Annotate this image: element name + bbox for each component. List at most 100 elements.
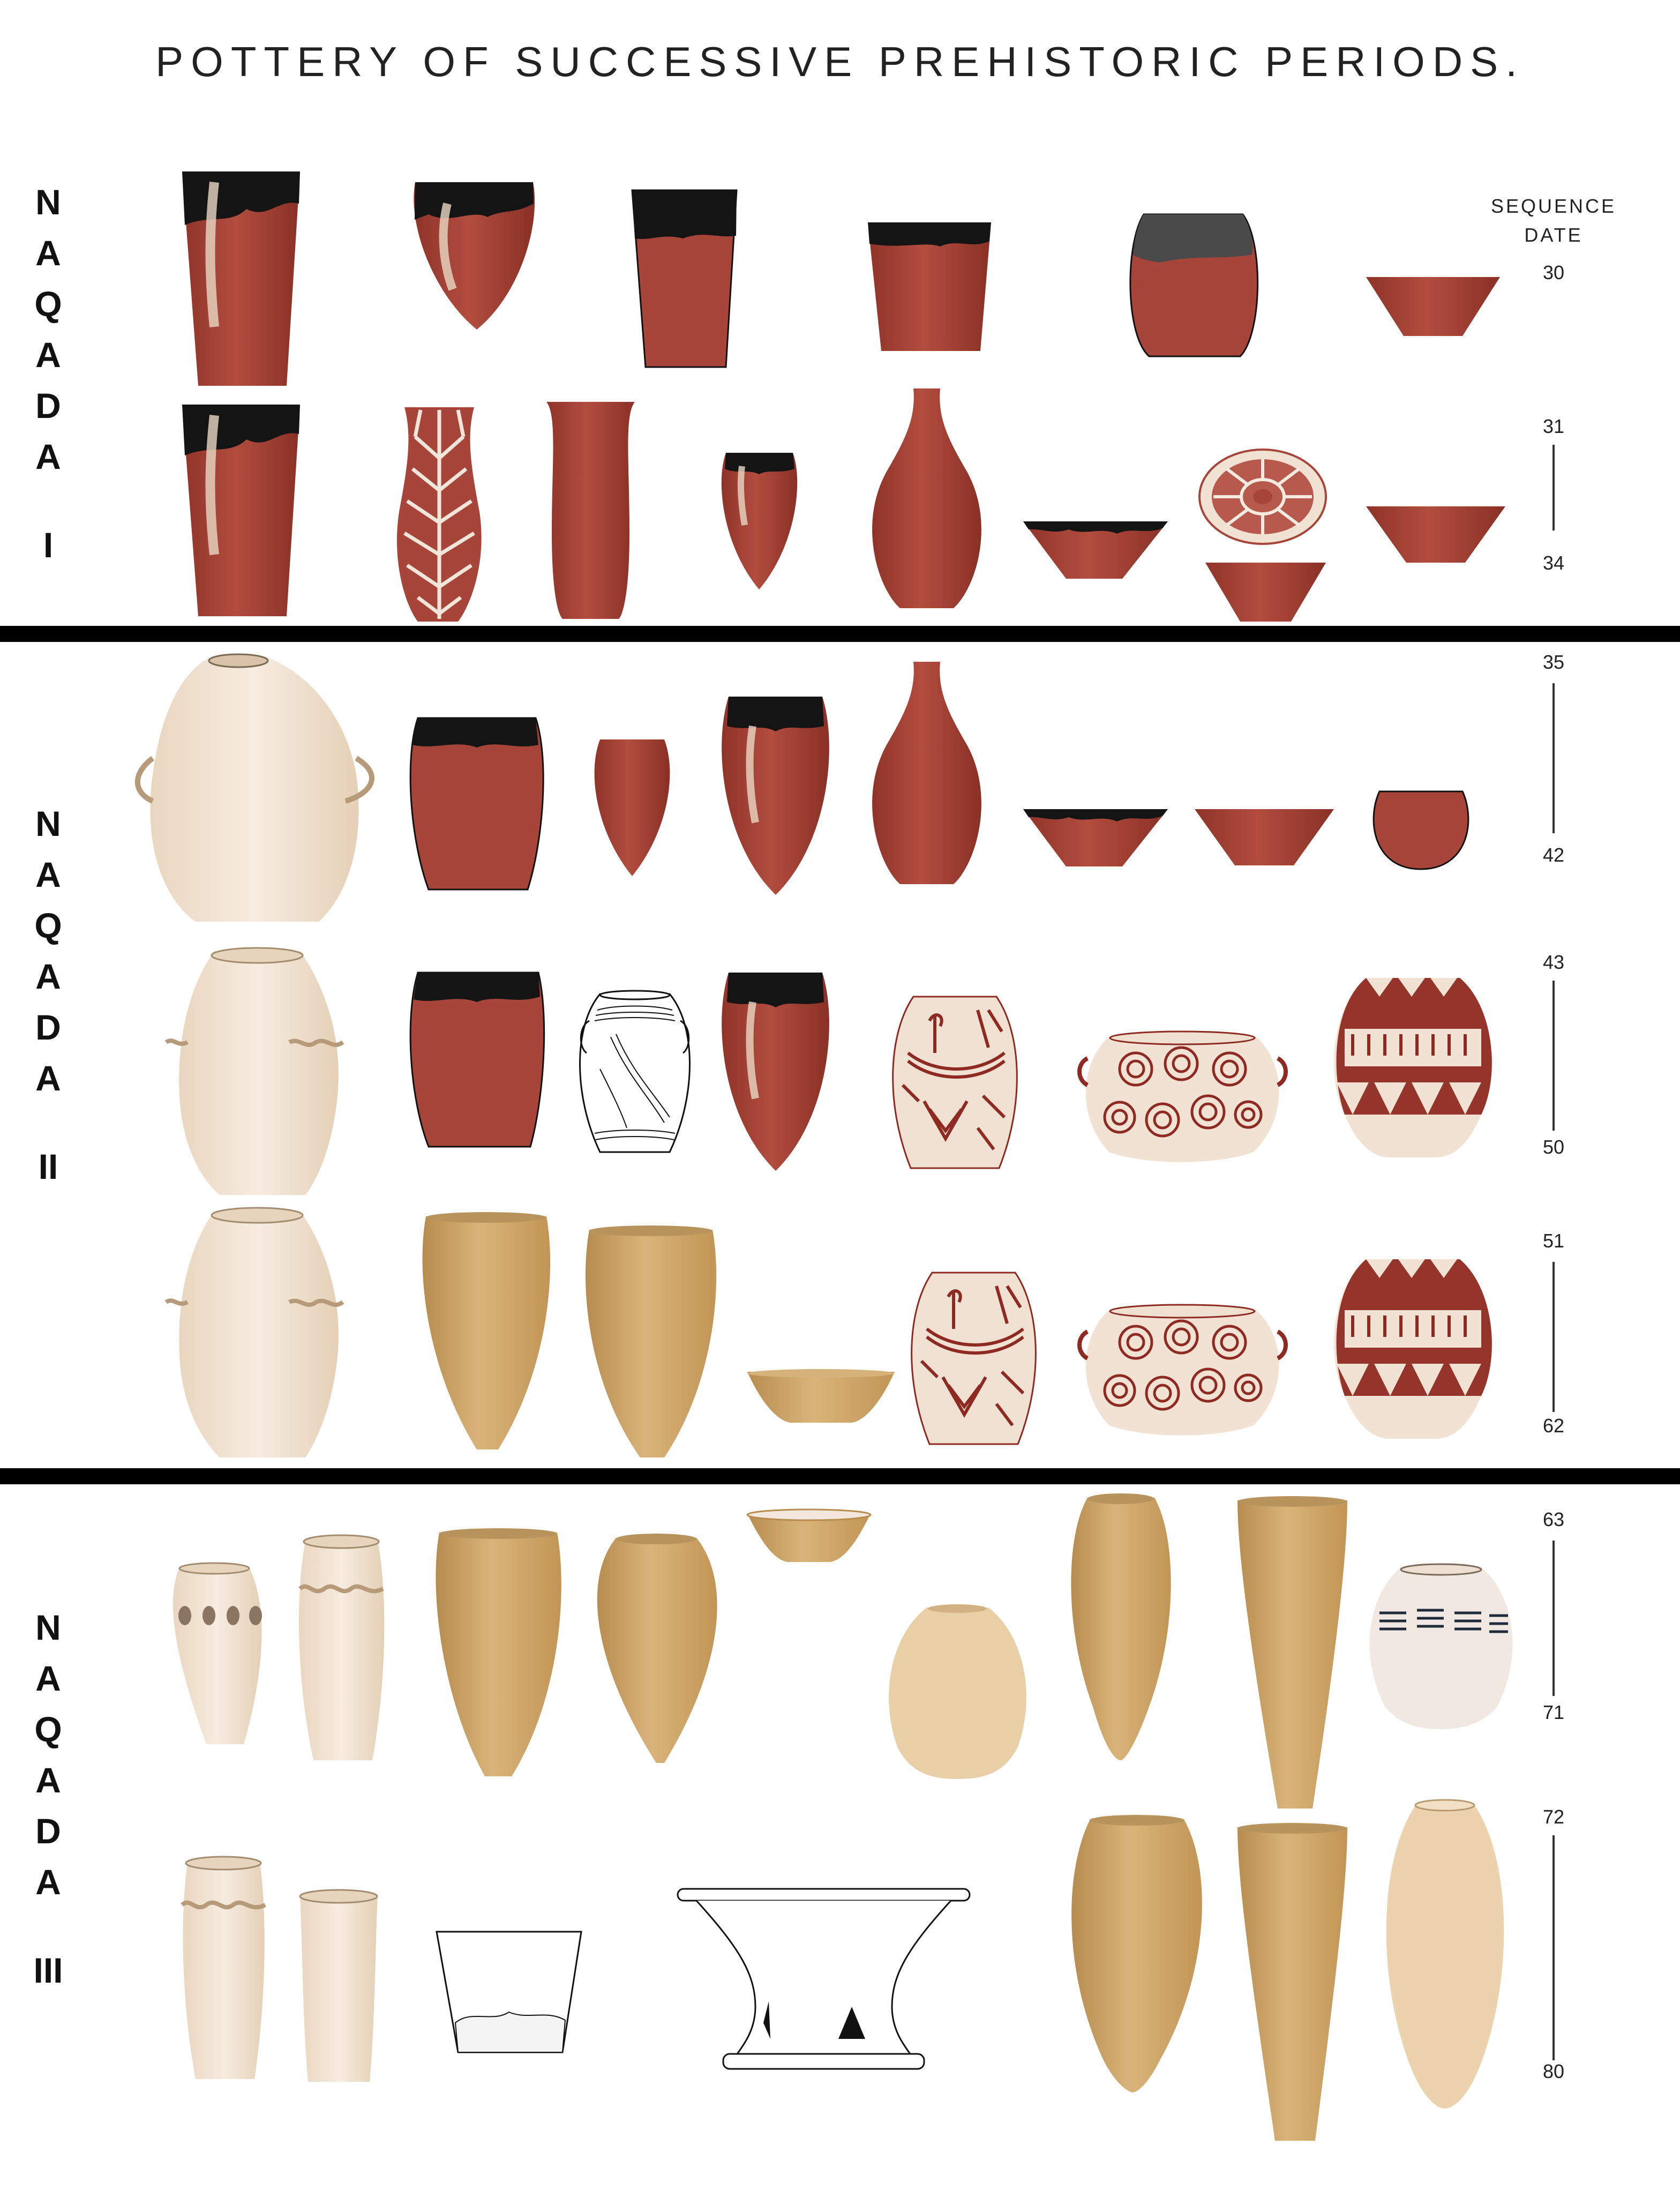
plate-title: POTTERY OF SUCCESSIVE PREHISTORIC PERIOD…: [155, 38, 1525, 85]
sequence-range-line: [1552, 1835, 1555, 2060]
sequence-range-line: [1552, 445, 1555, 530]
period-letter: N: [35, 804, 61, 843]
sequence-date-start: 43: [1542, 951, 1565, 973]
decorated-boat-jar: [911, 1272, 1037, 1445]
period-label-naqada-iii: N A Q A D A III: [27, 1602, 70, 1996]
red-round-bowl: [1372, 790, 1469, 870]
period-numeral: I: [43, 525, 54, 565]
sequence-date-end: 50: [1542, 1136, 1565, 1158]
sequence-date-end: 71: [1542, 1701, 1565, 1723]
period-letter: A: [35, 1862, 61, 1902]
dark-line-decorated-jar: [1369, 1563, 1513, 1729]
tan-ovoid-jar: [889, 1604, 1026, 1779]
period-letter: N: [35, 1608, 61, 1647]
period-label-naqada-ii: N A Q A D A II: [27, 798, 70, 1192]
buff-cylinder-jar: [299, 1889, 378, 2082]
black-topped-tall-jar: [722, 973, 829, 1171]
black-rim-bowl: [1023, 809, 1168, 866]
red-conical-bowl: [1366, 277, 1500, 336]
period-divider: [0, 1468, 1680, 1484]
black-topped-jar: [409, 971, 545, 1148]
period-label-naqada-i: N A Q A D A I: [27, 177, 70, 571]
wavy-band-cylinder-jar: [298, 1534, 385, 1760]
period-letter: Q: [34, 906, 62, 945]
period-letter: A: [35, 335, 61, 375]
period-letter: A: [35, 956, 61, 996]
black-topped-small-jar: [721, 453, 798, 589]
period-letter: D: [35, 1007, 61, 1047]
wavy-band-cylinder-jar: [181, 1856, 266, 2079]
sequence-date-end: 80: [1542, 2060, 1565, 2082]
period-letter: A: [35, 437, 61, 476]
period-divider: [0, 626, 1680, 642]
rough-tan-pointed-jar: [1071, 1815, 1202, 2092]
red-bottle-vase: [872, 662, 981, 884]
period-letter: A: [35, 1058, 61, 1098]
sequence-date-start: 72: [1542, 1806, 1565, 1828]
tan-shallow-bowl: [747, 1369, 895, 1423]
sequence-date-header: SEQUENCE DATE: [1468, 192, 1639, 250]
sequence-date-start: 31: [1542, 415, 1565, 437]
triangle-decorated-jar: [1334, 978, 1492, 1157]
sequence-date-start: 35: [1542, 651, 1565, 673]
rough-tan-pointed-jar: [597, 1534, 717, 1763]
black-topped-bowl: [868, 222, 991, 351]
buff-storage-jar: [134, 653, 374, 922]
buff-jar-with-lugs: [173, 1562, 262, 1744]
black-topped-ovoid-jar: [1129, 213, 1259, 357]
period-letter: A: [35, 1760, 61, 1800]
white-cross-lined-vase: [396, 407, 482, 622]
red-cylindrical-jar: [546, 402, 635, 619]
period-letter: Q: [34, 1709, 62, 1749]
period-letter: D: [35, 386, 61, 425]
period-numeral: III: [33, 1950, 63, 1990]
sequence-range-line: [1552, 683, 1555, 833]
period-letter: A: [35, 855, 61, 894]
tall-tapered-jar: [1238, 1823, 1347, 2141]
spiral-decorated-jar: [1077, 1030, 1288, 1162]
sequence-date-start: 63: [1542, 1508, 1565, 1530]
red-conical-bowl: [1195, 809, 1334, 865]
sequence-header-line1: SEQUENCE: [1490, 195, 1617, 217]
line-drawn-beaker: [436, 1931, 582, 2053]
sequence-date-end: 62: [1542, 1415, 1565, 1437]
black-topped-jar: [414, 182, 535, 330]
black-topped-jar: [409, 717, 544, 891]
spiral-decorated-jar: [1077, 1304, 1288, 1436]
red-conical-bowl: [1205, 563, 1326, 622]
period-letter: Q: [34, 284, 62, 324]
rough-tan-jar: [585, 1225, 717, 1457]
period-letter: A: [35, 233, 61, 273]
sequence-range-line: [1552, 1262, 1555, 1412]
tan-shallow-bowl: [746, 1508, 872, 1562]
period-letter: D: [35, 1811, 61, 1851]
small-red-ovoid-jar: [594, 739, 670, 876]
sequence-date-end: 42: [1542, 844, 1565, 866]
sequence-header-line2: DATE: [1524, 224, 1583, 246]
decorated-boat-jar: [892, 996, 1018, 1169]
rough-tan-jar: [436, 1528, 561, 1776]
tall-tapered-jar: [1238, 1496, 1347, 1808]
sequence-date-start: 30: [1542, 261, 1565, 283]
red-conical-bowl: [1366, 506, 1505, 563]
period-letter: A: [35, 1658, 61, 1698]
black-topped-tall-jar: [722, 697, 829, 895]
sequence-range-line: [1552, 1541, 1555, 1696]
rough-tan-jar: [422, 1212, 551, 1449]
wavy-handled-jar: [164, 1207, 344, 1457]
period-letter: N: [35, 182, 61, 222]
red-bottle-vase: [872, 388, 981, 608]
decorated-plate: [1198, 449, 1327, 545]
line-drawn-handled-jar: [579, 990, 691, 1153]
black-topped-beaker: [182, 171, 300, 386]
sequence-date-end: 34: [1542, 552, 1565, 574]
buff-tall-ovoid-jar: [1386, 1799, 1504, 2109]
wavy-handled-jar: [164, 947, 344, 1195]
black-topped-beaker: [182, 405, 300, 616]
triangle-decorated-jar: [1334, 1259, 1492, 1439]
black-rim-bowl: [1023, 521, 1168, 579]
black-topped-cylinder-jar: [631, 189, 738, 368]
period-numeral: II: [38, 1147, 58, 1186]
tall-rough-jar: [1071, 1493, 1171, 1760]
line-drawn-pot-stand: [677, 1888, 971, 2070]
